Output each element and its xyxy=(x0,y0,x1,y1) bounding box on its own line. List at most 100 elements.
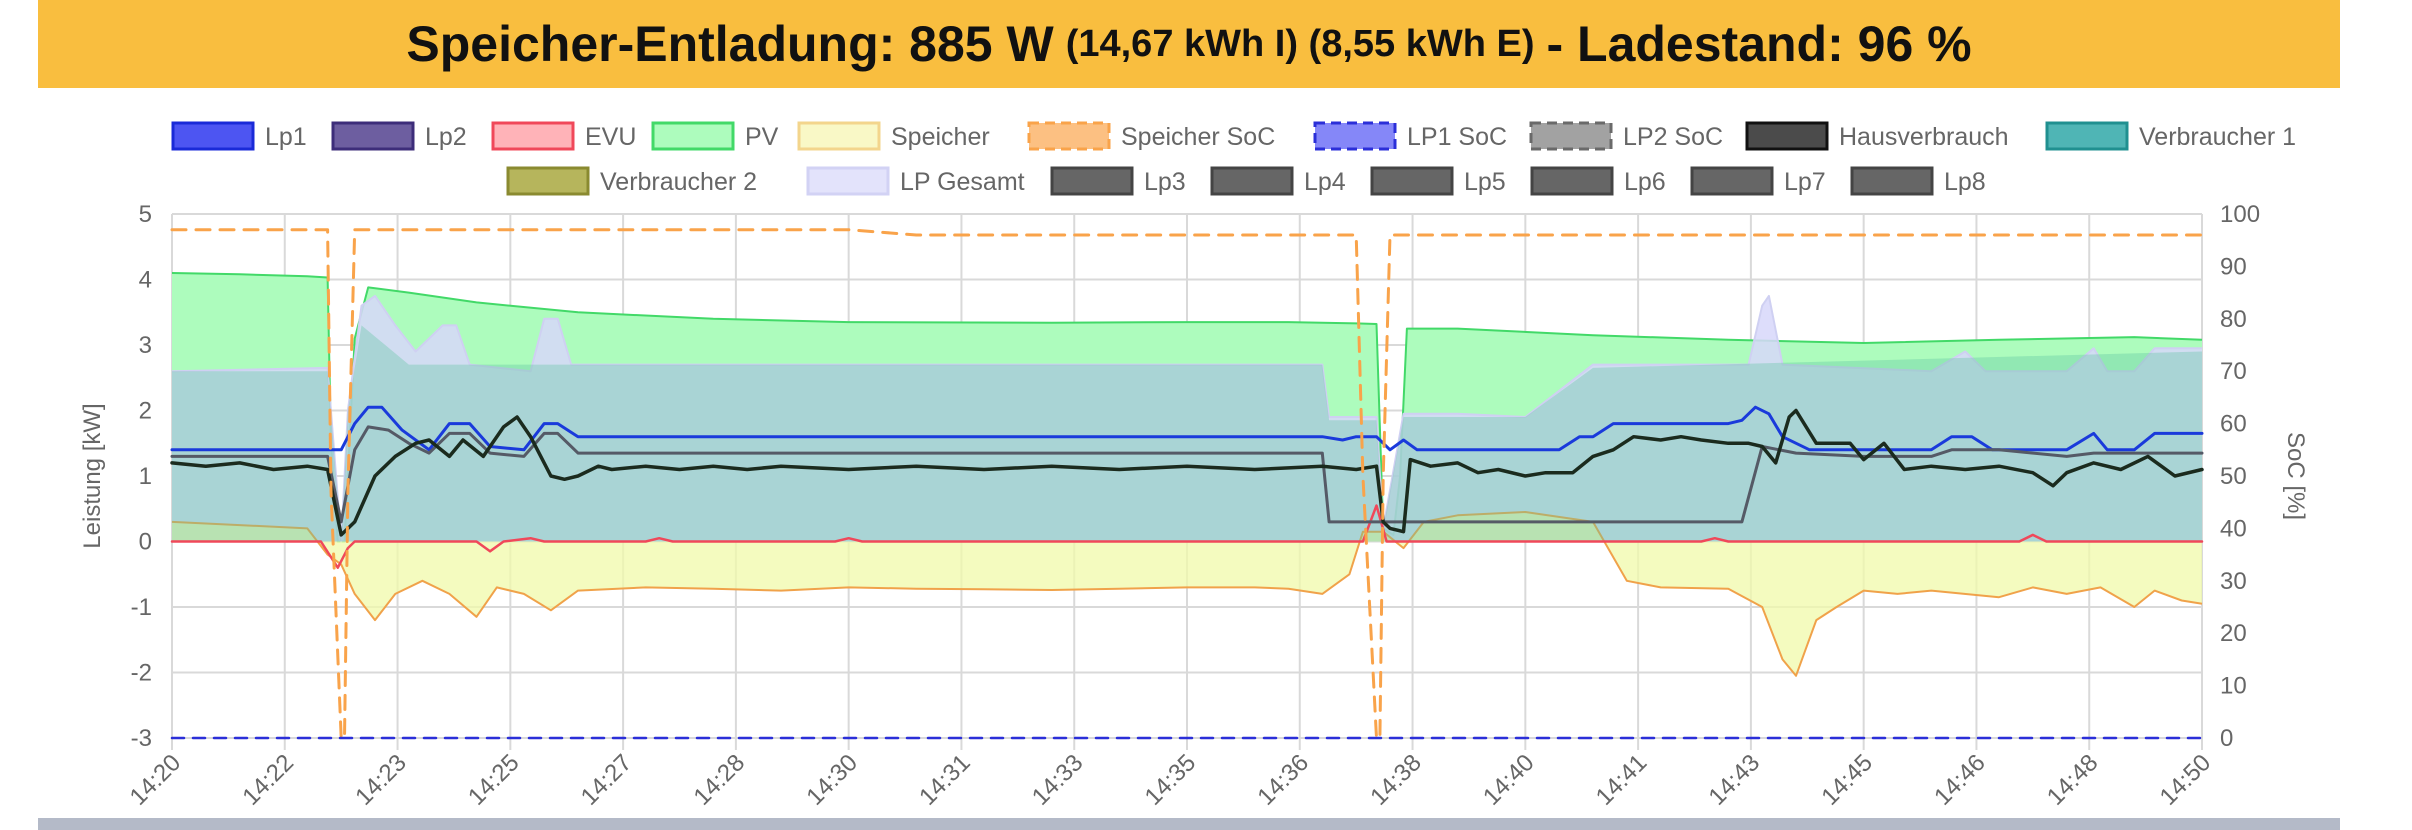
y-left-tick: 2 xyxy=(139,398,152,425)
x-tick: 14:43 xyxy=(1704,749,1766,811)
x-tick: 14:46 xyxy=(1929,749,1991,811)
legend-swatch xyxy=(331,121,415,151)
legend-label: Speicher xyxy=(891,123,990,151)
header-discharge: Speicher-Entladung: 885 W xyxy=(406,16,1054,72)
legend-item-speicher[interactable]: Speicher xyxy=(797,121,990,151)
legend-swatch xyxy=(1027,121,1111,151)
legend-item-evu[interactable]: EVU xyxy=(491,121,636,151)
legend-item-lp2-soc[interactable]: LP2 SoC xyxy=(1529,121,1723,151)
y-right-tick: 10 xyxy=(2220,673,2247,700)
x-tick: 14:45 xyxy=(1816,749,1878,811)
y-left-tick: 3 xyxy=(139,332,152,359)
legend-label: Verbraucher 1 xyxy=(2139,123,2296,151)
legend-swatch xyxy=(1690,166,1774,196)
series-lp2 xyxy=(170,425,2204,524)
legend-item-lp4[interactable]: Lp4 xyxy=(1210,166,1346,196)
legend-item-lp1-soc[interactable]: LP1 SoC xyxy=(1313,121,1507,151)
legend-item-lp-gesamt[interactable]: LP Gesamt xyxy=(806,166,1025,196)
y-right-tick: 20 xyxy=(2220,620,2247,647)
y-right-tick: 0 xyxy=(2220,725,2233,752)
chart-header: Speicher-Entladung: 885 W (14,67 kWh I) … xyxy=(38,0,2340,88)
legend-swatch xyxy=(1210,166,1294,196)
series-hausverbrauch xyxy=(170,408,2204,537)
legend-item-pv[interactable]: PV xyxy=(651,121,779,151)
y-right-tick: 100 xyxy=(2220,201,2260,228)
x-tick: 14:33 xyxy=(1027,749,1089,811)
legend-swatch xyxy=(797,121,881,151)
x-tick: 14:22 xyxy=(237,749,299,811)
y-left-tick: 1 xyxy=(139,463,152,490)
x-tick: 14:31 xyxy=(914,749,976,811)
x-tick: 14:41 xyxy=(1591,749,1653,811)
header-soc: - Ladestand: 96 % xyxy=(1546,16,1972,72)
series-speicher-line xyxy=(171,511,2203,677)
legend-item-lp1[interactable]: Lp1 xyxy=(171,121,307,151)
legend-item-verbraucher-2[interactable]: Verbraucher 2 xyxy=(506,166,757,196)
power-chart: Lp1 Lp2 EVU PV Speicher Speicher SoC LP1 SoC LP… xyxy=(79,121,2309,811)
legend-item-verbraucher-1[interactable]: Verbraucher 1 xyxy=(2045,121,2296,151)
legend-swatch xyxy=(1050,166,1134,196)
legend-label: Verbraucher 2 xyxy=(600,168,757,196)
series-verbraucher-1-area xyxy=(172,325,2202,542)
series-lp1 xyxy=(170,405,2204,452)
legend-label: Lp4 xyxy=(1304,168,1346,196)
y-right-tick: 30 xyxy=(2220,568,2247,595)
y-left-tick: 4 xyxy=(139,267,152,294)
x-tick: 14:36 xyxy=(1252,749,1314,811)
x-tick: 14:27 xyxy=(576,749,638,811)
legend-item-lp6[interactable]: Lp6 xyxy=(1530,166,1666,196)
x-tick: 14:23 xyxy=(350,749,412,811)
y-right-tick: 60 xyxy=(2220,411,2247,438)
legend-swatch xyxy=(1529,121,1613,151)
y-right-tick: 70 xyxy=(2220,358,2247,385)
legend-swatch xyxy=(806,166,890,196)
legend-item-lp3[interactable]: Lp3 xyxy=(1050,166,1186,196)
y-left-tick: -2 xyxy=(131,660,152,687)
legend-label: Lp6 xyxy=(1624,168,1666,196)
legend-swatch xyxy=(1370,166,1454,196)
y-left-tick: -3 xyxy=(131,725,152,752)
legend-item-lp7[interactable]: Lp7 xyxy=(1690,166,1826,196)
legend-label: PV xyxy=(745,123,779,151)
series-evu xyxy=(170,504,2204,569)
legend-item-lp8[interactable]: Lp8 xyxy=(1850,166,1986,196)
y-right-label: SoC [%] xyxy=(2282,432,2309,520)
legend-swatch xyxy=(2045,121,2129,151)
y-right-tick: 80 xyxy=(2220,306,2247,333)
series-speicher-area xyxy=(172,512,2202,676)
x-tick: 14:35 xyxy=(1140,749,1202,811)
legend: Lp1 Lp2 EVU PV Speicher Speicher SoC LP1 SoC LP… xyxy=(171,121,2296,196)
legend-swatch xyxy=(651,121,735,151)
x-tick: 14:48 xyxy=(2042,749,2104,811)
legend-label: Lp5 xyxy=(1464,168,1506,196)
legend-swatch xyxy=(1745,121,1829,151)
legend-label: Lp3 xyxy=(1144,168,1186,196)
legend-swatch xyxy=(1530,166,1614,196)
legend-label: Hausverbrauch xyxy=(1839,123,2009,151)
y-left-tick: 0 xyxy=(139,529,152,556)
legend-item-hausverbrauch[interactable]: Hausverbrauch xyxy=(1745,121,2009,151)
legend-label: LP Gesamt xyxy=(900,168,1025,196)
legend-label: LP1 SoC xyxy=(1407,123,1507,151)
plot-series xyxy=(170,228,2204,740)
x-tick: 14:30 xyxy=(801,749,863,811)
legend-label: Lp8 xyxy=(1944,168,1986,196)
y-right-tick: 50 xyxy=(2220,463,2247,490)
legend-item-lp2[interactable]: Lp2 xyxy=(331,121,467,151)
legend-swatch xyxy=(1850,166,1934,196)
y-left-label: Leistung [kW] xyxy=(79,403,106,548)
x-tick: 14:25 xyxy=(463,749,525,811)
y-right-tick: 40 xyxy=(2220,515,2247,542)
legend-label: EVU xyxy=(585,123,636,151)
legend-label: LP2 SoC xyxy=(1623,123,1723,151)
legend-label: Speicher SoC xyxy=(1121,123,1275,151)
header-energy: (14,67 kWh I) (8,55 kWh E) xyxy=(1065,22,1535,65)
x-tick: 14:20 xyxy=(125,749,187,811)
x-tick: 14:28 xyxy=(689,749,751,811)
footer-bar xyxy=(38,818,2340,830)
legend-item-lp5[interactable]: Lp5 xyxy=(1370,166,1506,196)
y-right-tick: 90 xyxy=(2220,253,2247,280)
x-tick: 14:50 xyxy=(2155,749,2217,811)
legend-item-speicher-soc[interactable]: Speicher SoC xyxy=(1027,121,1275,151)
legend-swatch xyxy=(491,121,575,151)
